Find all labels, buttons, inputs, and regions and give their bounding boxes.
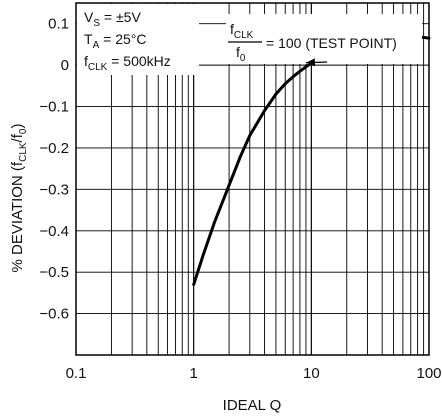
y-tick-label: −0.1 — [39, 99, 69, 116]
conditions-box-bg — [77, 4, 199, 75]
x-tick-label: 100 — [416, 365, 441, 382]
svg-text:% DEVIATION (fCLK/f0): % DEVIATION (fCLK/f0) — [9, 124, 29, 273]
arrow-head — [305, 58, 316, 67]
y-tick-label: 0 — [61, 57, 69, 74]
ratio-label: = 100 (TEST POINT) — [266, 35, 397, 51]
y-tick-label: 0.1 — [48, 16, 69, 33]
y-tick-label: −0.6 — [39, 306, 69, 323]
condition-ta: TA = 25°C — [84, 31, 146, 51]
x-tick-label: 10 — [303, 365, 320, 382]
x-tick-label: 1 — [189, 365, 197, 382]
plot-frame — [75, 2, 430, 356]
y-tick-label: −0.4 — [39, 223, 69, 240]
y-tick-label: −0.5 — [39, 264, 69, 281]
x-tick-label: 0.1 — [66, 365, 87, 382]
ratio-box-bg — [226, 14, 422, 64]
y-tick-label: −0.2 — [39, 140, 69, 157]
ratio-numerator: fCLK — [230, 21, 254, 41]
condition-fclk: fCLK = 500kHz — [84, 53, 171, 73]
test-point-arrow — [305, 58, 328, 67]
y-axis-title: % DEVIATION (fCLK/f0) — [9, 124, 29, 273]
x-axis-title: IDEAL Q — [223, 397, 282, 414]
tick-labels: 0.1 1 10 100 0.1 0 −0.1 −0.2 −0.3 −0.4 −0.5 −0.6 — [39, 16, 441, 382]
condition-vs: VS = ±5V — [84, 9, 141, 29]
y-tick-label: −0.3 — [39, 181, 69, 198]
ratio-denominator: f0 — [236, 44, 246, 64]
